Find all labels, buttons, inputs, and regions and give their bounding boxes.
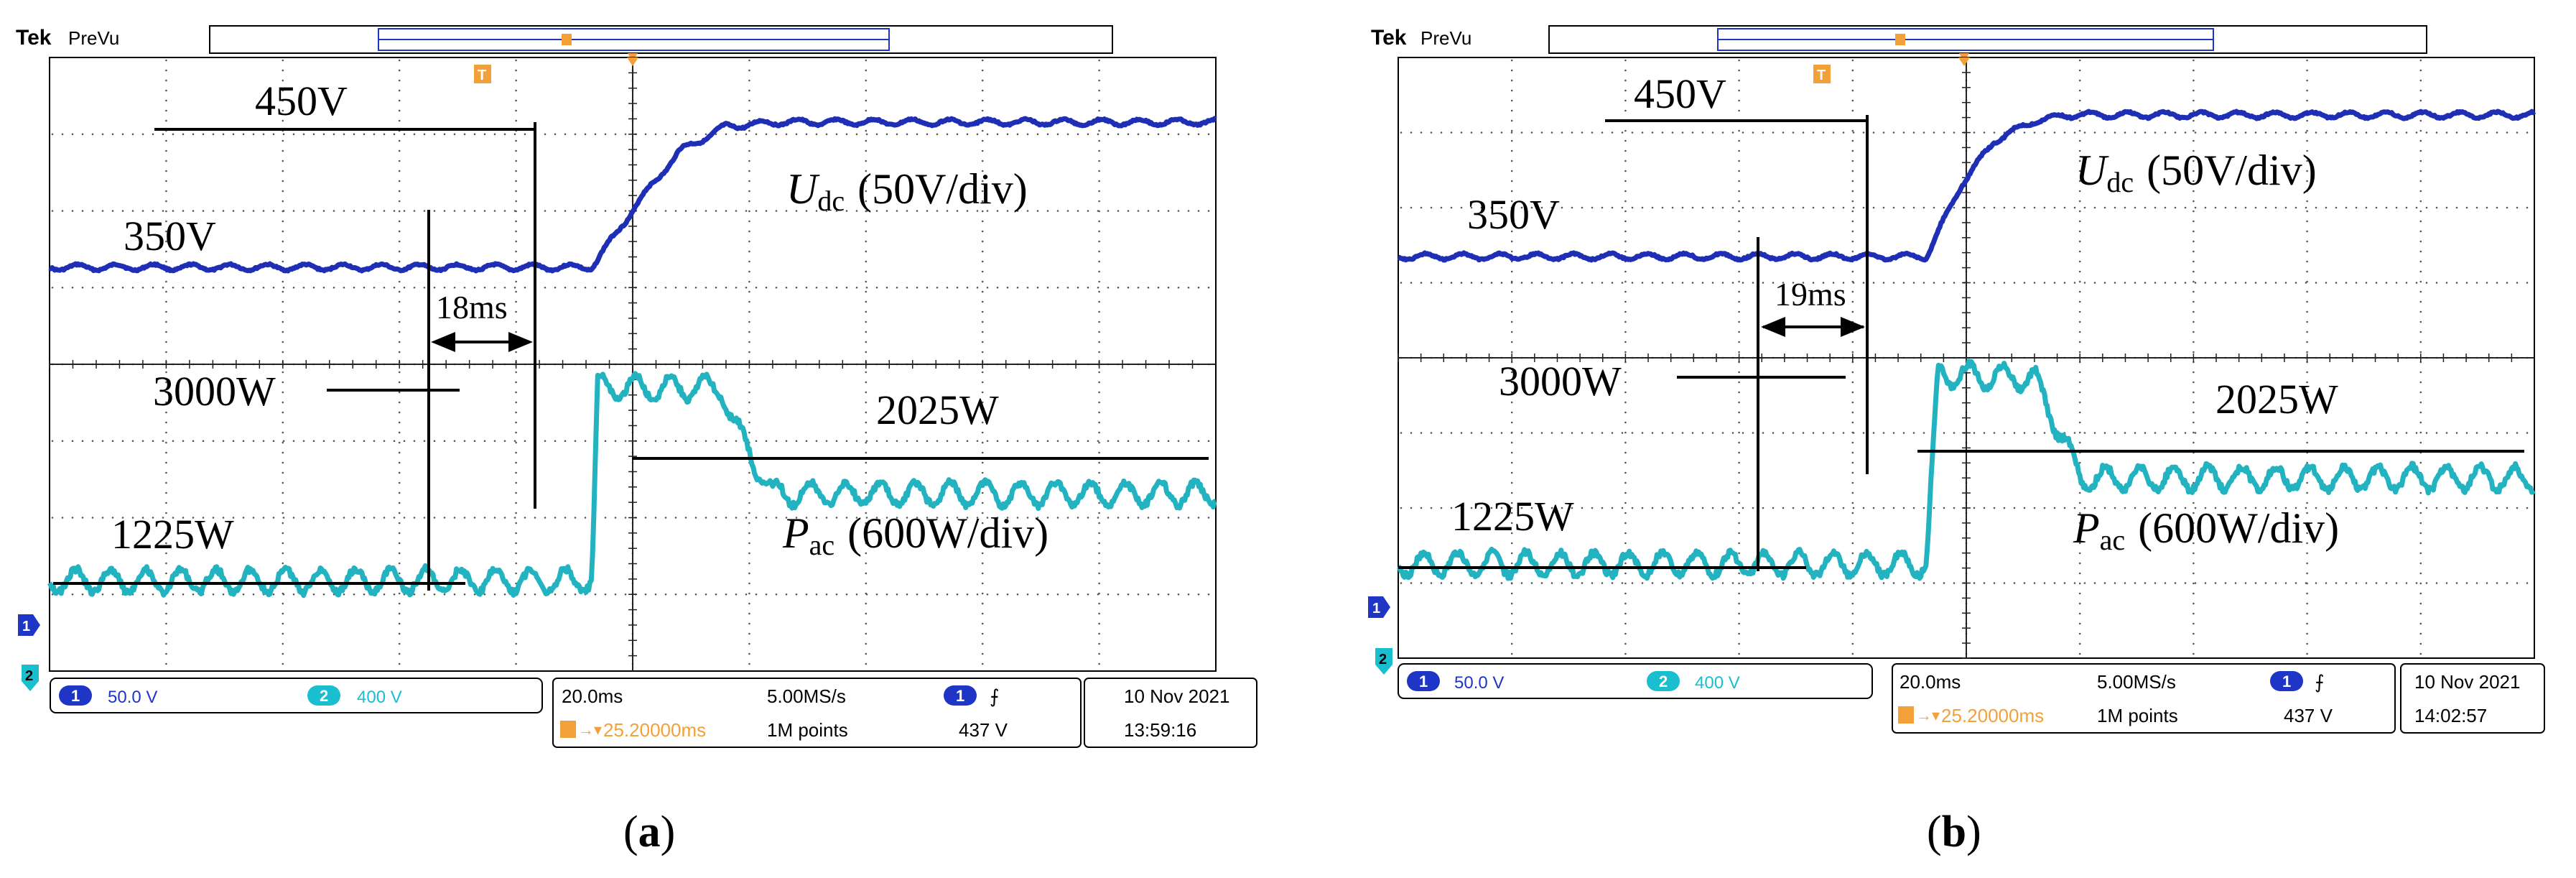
trigger-offset-arrow-icon: →▾ xyxy=(578,721,602,739)
ch2-badge: 2 xyxy=(320,687,328,705)
grid-lines xyxy=(1398,57,2534,659)
record-position-bar xyxy=(209,25,1113,62)
trigger-point-icon xyxy=(627,57,638,66)
ch2-ground-marker: 2 xyxy=(1375,648,1392,675)
trigger-level: 437 V xyxy=(959,719,1008,741)
trigger-level: 437 V xyxy=(2284,705,2333,726)
trigger-offset: 25.20000ms xyxy=(603,719,706,741)
rising-edge-icon: ⨍ xyxy=(2315,671,2325,693)
udc-label: Udc (50V/div) xyxy=(2075,147,2317,198)
trigger-marker-label: T xyxy=(478,68,486,83)
annotation-lines xyxy=(53,122,1209,591)
trigger-offset-arrow-icon: →▾ xyxy=(1916,706,1940,724)
interval-label: 18ms xyxy=(436,289,508,325)
time-per-div: 20.0ms xyxy=(1900,671,1961,693)
trigger-position-icon: T xyxy=(474,65,491,83)
ch1-scale: 50.0 V xyxy=(1454,673,1504,693)
udc-waveform xyxy=(48,116,1217,274)
mode-label: PreVu xyxy=(1420,27,1471,49)
ch2-scale: 400 V xyxy=(1695,673,1740,693)
annotation-lines xyxy=(1398,115,2524,571)
caption-a: (a) xyxy=(623,808,675,856)
record-length: 1M points xyxy=(2097,705,2178,726)
v-high-label: 450V xyxy=(1634,70,1726,117)
p-final-label: 2025W xyxy=(2215,376,2338,422)
trig-ch-badge: 1 xyxy=(2282,673,2291,690)
brand-label: Tek xyxy=(1371,26,1407,50)
ch2-marker-label: 2 xyxy=(25,668,33,684)
pac-label: Pac (600W/div) xyxy=(782,509,1048,561)
mode-label: PreVu xyxy=(68,27,119,49)
time-label: 13:59:16 xyxy=(1124,719,1196,741)
ch1-scale: 50.0 V xyxy=(108,688,157,707)
record-position-bar xyxy=(1548,25,2427,62)
ch1-badge: 1 xyxy=(71,687,80,705)
ch1-marker-label: 1 xyxy=(22,619,30,634)
trigger-point-icon xyxy=(1958,57,1970,66)
ch2-marker-label: 2 xyxy=(1379,652,1387,667)
timebase-status-box: 20.0ms →▾ 25.20000ms 5.00MS/s 1M points … xyxy=(1892,663,2396,734)
ch1-marker-label: 1 xyxy=(1372,601,1380,616)
date-label: 10 Nov 2021 xyxy=(2414,671,2520,693)
p-init-label: 1225W xyxy=(1451,493,1574,540)
record-length: 1M points xyxy=(767,719,848,741)
v-low-label: 350V xyxy=(1467,191,1560,238)
date-status-box: 10 Nov 2021 13:59:16 xyxy=(1084,678,1257,748)
pac-waveform xyxy=(47,371,1217,599)
channel-status-box: 1 50.0 V 2 400 V xyxy=(1398,663,1873,699)
interval-label: 19ms xyxy=(1775,276,1846,313)
ch2-badge: 2 xyxy=(1659,673,1668,690)
p-peak-label: 3000W xyxy=(1499,358,1622,405)
timebase-status-box: 20.0ms →▾ 25.20000ms 5.00MS/s 1M points … xyxy=(552,678,1082,748)
udc-waveform xyxy=(1397,108,2537,263)
sample-rate: 5.00MS/s xyxy=(767,685,846,707)
channel-status-box: 1 50.0 V 2 400 V xyxy=(50,678,543,713)
oscilloscope-panel-a: Tek PreVu T 450V 350V Udc (50V/div) 18ms … xyxy=(16,25,1257,856)
ch1-badge: 1 xyxy=(1419,673,1428,690)
p-peak-label: 3000W xyxy=(153,368,276,415)
trig-ch-badge: 1 xyxy=(956,687,964,705)
trigger-offset: 25.20000ms xyxy=(1941,705,2044,726)
rising-edge-icon: ⨍ xyxy=(990,685,1000,707)
sample-rate: 5.00MS/s xyxy=(2097,671,2176,693)
time-label: 14:02:57 xyxy=(2414,705,2487,726)
udc-label: Udc (50V/div) xyxy=(786,165,1028,217)
ch1-ground-marker: 1 xyxy=(18,614,40,636)
trigger-position-icon: T xyxy=(1813,65,1831,83)
pac-waveform xyxy=(1397,359,2536,581)
ch1-ground-marker: 1 xyxy=(1368,596,1390,618)
date-label: 10 Nov 2021 xyxy=(1124,685,1229,707)
brand-label: Tek xyxy=(16,26,52,50)
graticule xyxy=(49,57,1217,672)
caption-b: (b) xyxy=(1927,808,1981,856)
ch2-scale: 400 V xyxy=(357,688,402,707)
date-status-box: 10 Nov 2021 14:02:57 xyxy=(2400,663,2545,734)
p-final-label: 2025W xyxy=(876,387,999,433)
v-high-label: 450V xyxy=(255,78,348,124)
time-per-div: 20.0ms xyxy=(562,685,623,707)
grid-lines xyxy=(49,57,1216,671)
ch2-ground-marker: 2 xyxy=(22,665,39,691)
p-init-label: 1225W xyxy=(111,511,234,558)
oscilloscope-panel-b: Tek PreVu T 450V 350V Udc (50V/div) 19ms … xyxy=(1368,25,2545,856)
v-low-label: 350V xyxy=(124,213,216,259)
trigger-marker-label: T xyxy=(1817,68,1826,83)
pac-label: Pac (600W/div) xyxy=(2073,504,2339,556)
